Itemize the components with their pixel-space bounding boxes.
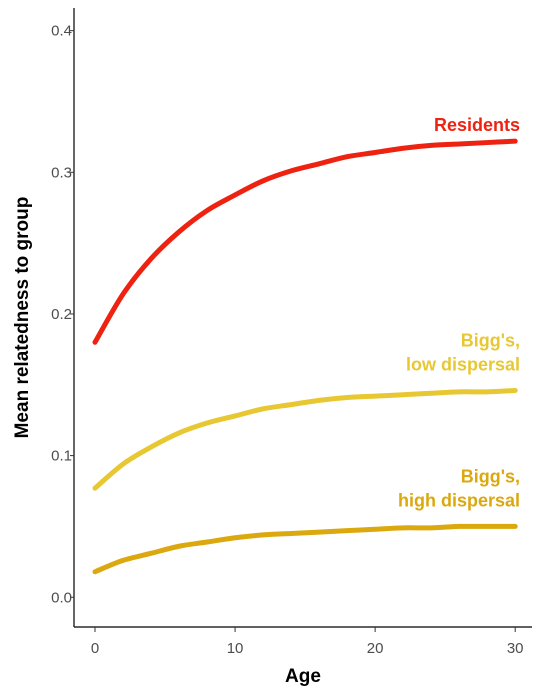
series-label: low dispersal [406, 354, 520, 374]
series-layer [92, 138, 518, 575]
y-tick-label: 0.2 [51, 306, 72, 323]
x-tick-label: 10 [227, 640, 244, 657]
y-tick-label: 0.4 [51, 23, 72, 40]
series-line [92, 523, 518, 575]
y-axis-title: Mean relatedness to group [12, 197, 33, 439]
y-tick-label: 0.3 [51, 164, 72, 181]
x-tick-label: 20 [367, 640, 384, 657]
y-tick-label: 0.0 [51, 589, 72, 606]
y-tick-label: 0.1 [51, 448, 72, 465]
axes: 0 10 20 30 0.0 0.1 0.2 0.3 0.4 [51, 8, 532, 657]
series-labels: Residents Bigg's, low dispersal Bigg's, high… [398, 115, 520, 510]
series-label: Bigg's, [461, 466, 520, 486]
series-label: Residents [434, 115, 520, 135]
x-tick-label: 30 [507, 640, 524, 657]
series-line [92, 387, 518, 491]
series-line [92, 138, 518, 345]
series-label: Bigg's, [461, 330, 520, 350]
x-tick-label: 0 [91, 640, 99, 657]
x-axis-title: Age [285, 666, 321, 687]
series-label: high dispersal [398, 490, 520, 510]
